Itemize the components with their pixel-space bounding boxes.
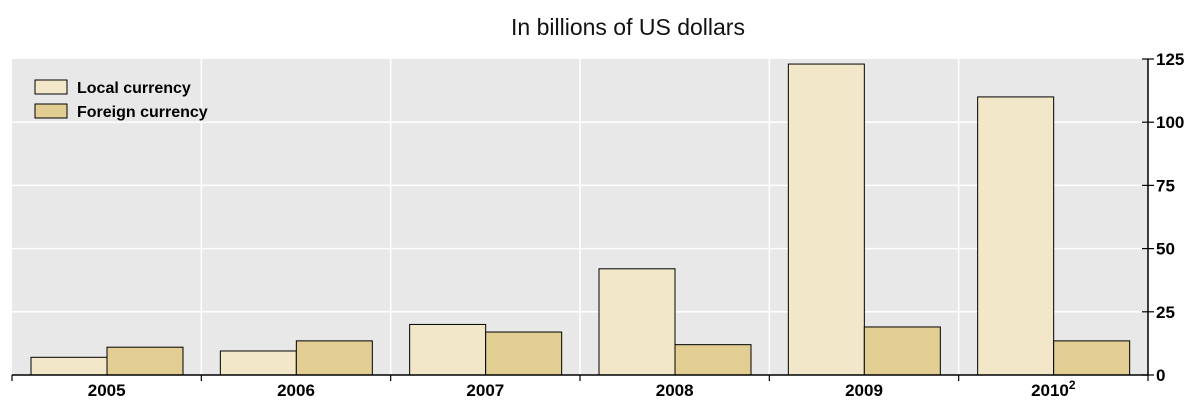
bar-foreign-currency-2006: [295, 340, 373, 376]
y-tick-label: 50: [1156, 240, 1175, 259]
y-tick-label: 100: [1156, 113, 1184, 132]
y-axis-tick-labels: 0 25 50 75 100 125: [1156, 50, 1184, 385]
x-tick-label-2010: 20102: [1031, 378, 1076, 400]
bar-local-currency-2008: [598, 268, 676, 376]
x-tick-label-2005: 2005: [88, 381, 126, 400]
bar-foreign-currency-2005: [106, 346, 184, 376]
legend-swatch-local-currency: [34, 79, 68, 95]
legend-swatch-foreign-currency: [34, 103, 68, 119]
x-axis-tick-labels: 2005 2006 2007 2008 2009 20102: [88, 378, 1076, 400]
bar-local-currency-2006: [219, 350, 297, 376]
y-tick-label: 125: [1156, 50, 1184, 69]
bar-local-currency-2005: [30, 356, 108, 376]
y-tick-label: 0: [1156, 366, 1165, 385]
y-tick-label: 25: [1156, 303, 1175, 322]
x-tick-label-2009: 2009: [845, 381, 883, 400]
x-tick-label-2007: 2007: [466, 381, 504, 400]
x-tick-label-2008: 2008: [656, 381, 694, 400]
chart-title: In billions of US dollars: [511, 14, 745, 40]
x-tick-superscript: 2: [1069, 378, 1076, 392]
bar-foreign-currency-2007: [485, 331, 563, 376]
bar-foreign-currency-2008: [674, 344, 752, 376]
legend-label-local-currency: Local currency: [77, 80, 191, 97]
bar-local-currency-2010: [977, 96, 1055, 376]
axes: [11, 58, 1154, 381]
bar-local-currency-2009: [787, 63, 865, 376]
x-tick-label-2006: 2006: [277, 381, 315, 400]
legend-label-foreign-currency: Foreign currency: [77, 104, 208, 121]
y-tick-label: 75: [1156, 176, 1175, 195]
bars: [30, 63, 1131, 376]
legend: Local currency Foreign currency: [34, 79, 208, 121]
bar-local-currency-2007: [409, 323, 487, 376]
bar-foreign-currency-2009: [863, 326, 941, 376]
gridlines: [12, 59, 1148, 375]
bar-foreign-currency-2010: [1053, 340, 1131, 376]
